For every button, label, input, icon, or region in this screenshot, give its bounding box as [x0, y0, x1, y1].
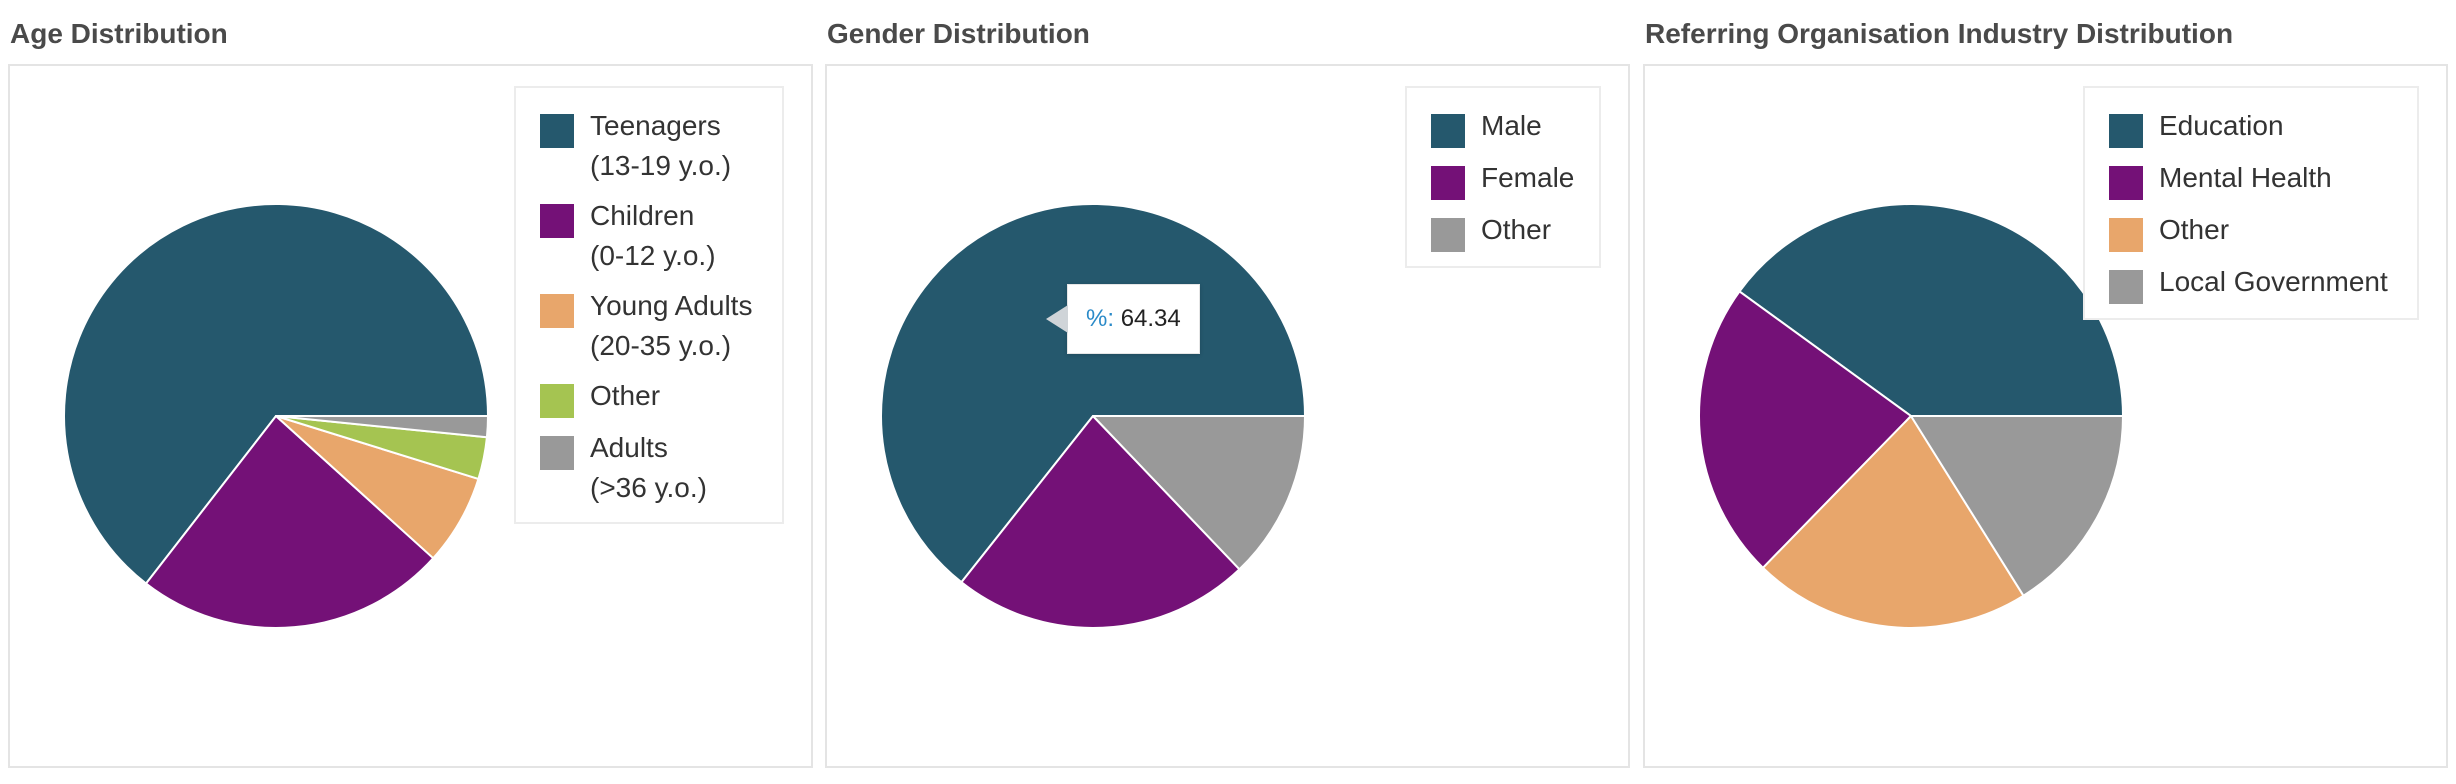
- gender-distribution-panel: Gender Distribution Male Female Other %: 6…: [825, 0, 1630, 784]
- gender-chart-box: Male Female Other %: 64.34: [825, 64, 1630, 768]
- legend-label: Children (0-12 y.o.): [590, 200, 716, 271]
- legend-swatch: [2109, 270, 2143, 304]
- pie-slice-children-0-12-y-o[interactable]: [145, 415, 435, 629]
- age-distribution-panel: Age Distribution Teenagers (13-19 y.o.) C…: [8, 0, 813, 784]
- legend-swatch: [540, 294, 574, 328]
- age-legend: Teenagers (13-19 y.o.) Children (0-12 y.o…: [514, 86, 784, 524]
- pie-slice-mental-health[interactable]: [1698, 290, 1912, 569]
- legend-swatch: [540, 436, 574, 470]
- gender-legend: Male Female Other: [1405, 86, 1601, 268]
- slice-tooltip: %: 64.34: [1046, 284, 1200, 354]
- industry-pie-chart: [1698, 203, 2124, 630]
- pie-slice-teenagers-13-19-y-o[interactable]: [63, 203, 489, 585]
- legend-item-other[interactable]: Other: [2109, 210, 2397, 252]
- legend-item-teenagers-13-19-y-o[interactable]: Teenagers (13-19 y.o.): [540, 106, 762, 186]
- legend-swatch: [540, 114, 574, 148]
- pie-slice-other[interactable]: [1761, 415, 2025, 630]
- legend-swatch: [1431, 218, 1465, 252]
- legend-item-local-government[interactable]: Local Government: [2109, 262, 2397, 304]
- legend-item-adults-36-y-o[interactable]: Adults (>36 y.o.): [540, 428, 762, 508]
- legend-item-other[interactable]: Other: [540, 376, 762, 418]
- age-chart-title: Age Distribution: [10, 18, 228, 49]
- legend-label: Local Government: [2159, 266, 2388, 297]
- gender-chart-title: Gender Distribution: [827, 18, 1090, 49]
- pie-slice-adults-36-y-o[interactable]: [275, 415, 489, 439]
- pie-slice-education[interactable]: [1738, 203, 2124, 417]
- pie-slice-other[interactable]: [1092, 415, 1306, 571]
- industry-chart-title: Referring Organisation Industry Distribu…: [1645, 18, 2234, 49]
- legend-item-young-adults-20-35-y-o[interactable]: Young Adults (20-35 y.o.): [540, 286, 762, 366]
- legend-label: Adults (>36 y.o.): [590, 432, 707, 503]
- industry-legend: Education Mental Health Other Local Governm…: [2083, 86, 2419, 320]
- legend-label: Mental Health: [2159, 162, 2332, 193]
- legend-label: Female: [1481, 162, 1575, 193]
- legend-swatch: [1431, 166, 1465, 200]
- legend-item-children-0-12-y-o[interactable]: Children (0-12 y.o.): [540, 196, 762, 276]
- legend-label: Other: [2159, 214, 2230, 245]
- age-chart-box: Teenagers (13-19 y.o.) Children (0-12 y.o…: [8, 64, 813, 768]
- legend-swatch: [2109, 114, 2143, 148]
- industry-chart-box: Education Mental Health Other Local Governm…: [1643, 64, 2448, 768]
- age-pie-chart: [63, 203, 489, 629]
- legend-swatch: [540, 204, 574, 238]
- tooltip-key: %:: [1086, 305, 1115, 332]
- legend-swatch: [2109, 166, 2143, 200]
- industry-distribution-panel: Referring Organisation Industry Distribu…: [1643, 0, 2448, 784]
- legend-label: Young Adults (20-35 y.o.): [590, 290, 753, 361]
- legend-label: Other: [1481, 214, 1552, 245]
- legend-swatch: [540, 384, 574, 418]
- tooltip-value: 64.34: [1120, 305, 1181, 332]
- legend-item-female[interactable]: Female: [1431, 158, 1579, 200]
- legend-label: Education: [2159, 110, 2284, 141]
- legend-item-education[interactable]: Education: [2109, 106, 2397, 148]
- legend-item-mental-health[interactable]: Mental Health: [2109, 158, 2397, 200]
- pie-slice-local-government[interactable]: [1910, 415, 2124, 597]
- legend-item-male[interactable]: Male: [1431, 106, 1579, 148]
- legend-label: Teenagers (13-19 y.o.): [590, 110, 732, 181]
- legend-swatch: [1431, 114, 1465, 148]
- legend-swatch: [2109, 218, 2143, 252]
- legend-label: Other: [590, 380, 661, 411]
- pie-slice-female[interactable]: [960, 415, 1241, 629]
- legend-label: Male: [1481, 110, 1542, 141]
- legend-item-other[interactable]: Other: [1431, 210, 1579, 252]
